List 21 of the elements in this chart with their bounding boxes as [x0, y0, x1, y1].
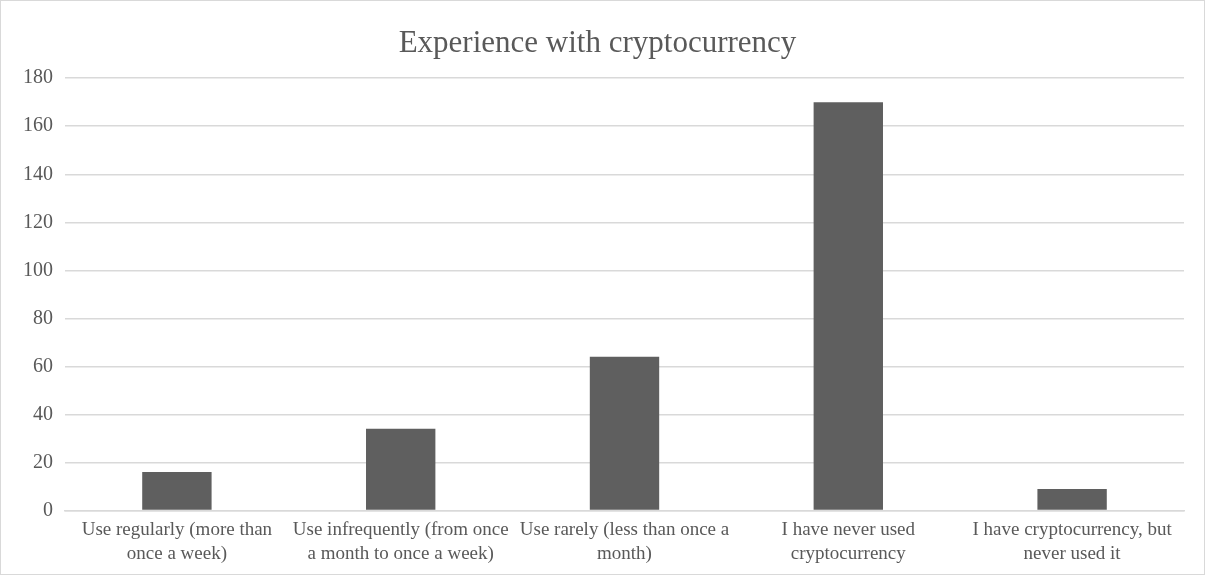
- y-tick-label: 40: [33, 401, 53, 424]
- x-tick-label: Use regularly (more than once a week): [81, 518, 273, 565]
- x-tick-label: Use infrequently (from once a month to once a week): [292, 518, 509, 565]
- bar: [589, 356, 660, 510]
- bar: [813, 102, 883, 510]
- y-tick-label: 60: [33, 353, 53, 376]
- bar: [366, 428, 436, 510]
- y-tick-label: 80: [33, 305, 53, 328]
- y-tick-label: 160: [23, 113, 53, 136]
- x-tick-label: I have never used cryptocurrency: [781, 518, 916, 564]
- chart-title: Experience with cryptocurrency: [398, 23, 797, 59]
- y-tick-label: 140: [23, 161, 53, 184]
- bar: [142, 472, 212, 510]
- y-tick-label: 20: [33, 449, 53, 472]
- x-tick-label: Use rarely (less than once a month): [519, 518, 730, 565]
- y-tick-label: 120: [23, 209, 53, 232]
- x-tick-label: I have cryptocurrency, but never used it: [972, 518, 1173, 564]
- y-tick-label: 0: [43, 497, 53, 520]
- y-tick-label: 100: [23, 257, 53, 280]
- y-tick-label: 180: [23, 65, 53, 88]
- bar: [1037, 488, 1107, 510]
